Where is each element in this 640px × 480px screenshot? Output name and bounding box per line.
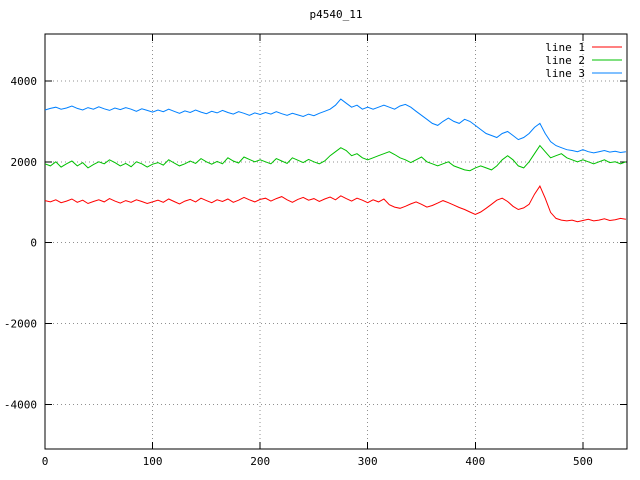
x-tick-label: 200 [250,455,270,468]
series-line-3 [44,98,626,154]
x-tick-label: 100 [143,455,163,468]
plot-border [44,33,628,450]
series-line-1 [44,185,626,223]
x-tick-label: 400 [465,455,485,468]
y-tick-label: -2000 [4,318,37,331]
x-tick-label: 500 [573,455,593,468]
y-tick-label: -4000 [4,399,37,412]
legend-label-3: line 3 [545,67,585,80]
legend-label-2: line 2 [545,54,585,67]
x-tick-label: 300 [358,455,378,468]
series-line-2 [44,144,627,172]
chart-title: p4540_11 [310,8,363,21]
x-tick-label: 0 [42,455,49,468]
y-tick-label: 2000 [11,156,38,169]
legend-label-1: line 1 [545,41,585,54]
y-tick-label: 4000 [11,75,38,88]
y-tick-label: 0 [30,237,37,250]
